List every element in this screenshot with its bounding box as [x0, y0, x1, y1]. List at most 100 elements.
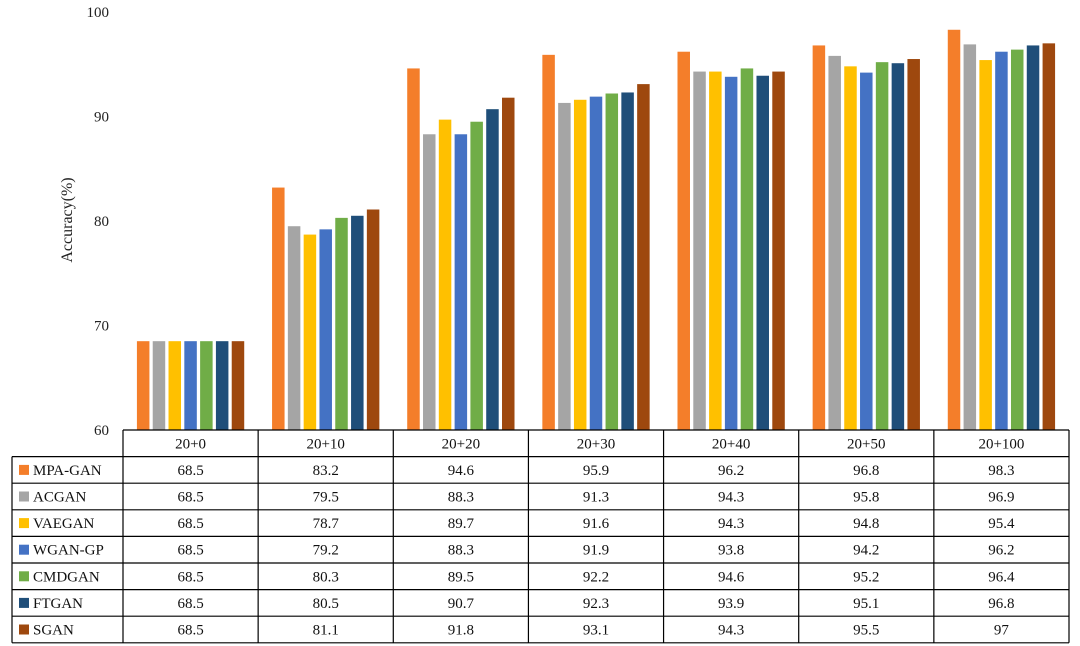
- bar: [407, 68, 420, 431]
- data-cell: 91.9: [583, 543, 609, 559]
- bar: [272, 187, 285, 430]
- data-cell: 95.4: [988, 516, 1015, 532]
- bar: [637, 84, 650, 431]
- bar: [335, 217, 348, 430]
- data-cell: 80.5: [313, 596, 339, 612]
- data-cell: 88.3: [448, 490, 474, 506]
- data-cell: 91.3: [583, 490, 609, 506]
- y-tick-label: 70: [94, 319, 109, 335]
- data-cell: 91.8: [448, 623, 474, 639]
- y-axis-label: Accuracy(%): [59, 177, 76, 262]
- data-cell: 68.5: [177, 543, 203, 559]
- category-label: 20+50: [847, 436, 885, 452]
- data-cell: 94.2: [853, 543, 879, 559]
- data-cell: 79.2: [313, 543, 339, 559]
- data-cell: 81.1: [313, 623, 339, 639]
- bar: [542, 54, 555, 431]
- legend-swatch: [19, 491, 29, 502]
- data-cell: 96.4: [988, 569, 1015, 585]
- y-tick-label: 80: [94, 214, 109, 230]
- bar: [875, 62, 889, 430]
- data-cell: 94.6: [718, 569, 745, 585]
- bar: [200, 341, 213, 430]
- data-cell: 80.3: [313, 569, 339, 585]
- data-cell: 95.9: [583, 463, 609, 479]
- bar: [891, 63, 905, 431]
- legend-swatch: [19, 464, 29, 475]
- bar: [558, 102, 571, 431]
- legend-swatch: [19, 624, 29, 635]
- data-cell: 89.7: [448, 516, 475, 532]
- bar: [454, 134, 468, 430]
- data-cell: 94.6: [448, 463, 475, 479]
- data-table: 20+0 20+10 20+20 20+30 20+40 20+50 20+100 MPA-G…: [11, 429, 1070, 644]
- data-cell: 68.5: [177, 623, 203, 639]
- category-label: 20+0: [175, 436, 206, 452]
- legend-swatch: [19, 544, 29, 555]
- data-cell: 94.3: [718, 490, 744, 506]
- data-cell: 93.9: [718, 596, 744, 612]
- bar: [423, 134, 436, 430]
- legend-swatch: [19, 597, 29, 608]
- bar: [152, 341, 166, 430]
- bar: [709, 71, 722, 430]
- bars: [136, 29, 1056, 431]
- data-cell: 92.3: [583, 596, 609, 612]
- y-axis: 60 70 80 90 100: [87, 5, 110, 439]
- data-cell: 95.2: [853, 569, 879, 585]
- data-cell: 94.8: [853, 516, 879, 532]
- bar: [724, 76, 738, 430]
- series-name: WGAN-GP: [33, 543, 104, 559]
- bar: [303, 234, 317, 430]
- data-cell: 68.5: [177, 490, 203, 506]
- bar: [772, 71, 785, 430]
- bar: [366, 209, 380, 430]
- bar: [828, 55, 841, 430]
- data-cell: 93.1: [583, 623, 609, 639]
- y-tick-label: 60: [94, 423, 109, 439]
- bar: [136, 341, 150, 430]
- bar: [844, 66, 857, 430]
- data-cell: 68.5: [177, 463, 203, 479]
- data-cell: 79.5: [313, 490, 339, 506]
- category-label: 20+100: [978, 436, 1024, 452]
- data-cell: 96.2: [988, 543, 1014, 559]
- bar: [963, 44, 977, 430]
- bar: [907, 59, 920, 430]
- bar: [756, 75, 769, 431]
- category-label: 20+10: [306, 436, 344, 452]
- category-label: 20+30: [577, 436, 615, 452]
- bar: [470, 121, 483, 430]
- data-cell: 98.3: [988, 463, 1014, 479]
- data-cell: 91.6: [583, 516, 610, 532]
- data-cell: 68.5: [177, 596, 203, 612]
- bar: [231, 341, 245, 430]
- category-label: 20+20: [442, 436, 480, 452]
- legend-swatch: [19, 518, 29, 529]
- data-cell: 95.8: [853, 490, 879, 506]
- series-name: SGAN: [33, 623, 74, 639]
- bar: [1010, 49, 1024, 431]
- data-cell: 95.1: [853, 596, 879, 612]
- data-cell: 95.5: [853, 623, 879, 639]
- bar: [573, 99, 587, 430]
- y-tick-label: 90: [94, 110, 109, 126]
- data-cell: 96.8: [988, 596, 1014, 612]
- bar: [812, 45, 826, 430]
- bar: [740, 68, 754, 431]
- series-name: CMDGAN: [33, 569, 100, 585]
- bar: [319, 229, 332, 430]
- bar: [947, 29, 961, 431]
- bar: [979, 60, 992, 430]
- data-cell: 83.2: [313, 463, 339, 479]
- bar: [1042, 43, 1056, 430]
- data-cell: 96.9: [988, 490, 1014, 506]
- data-cell: 96.2: [718, 463, 744, 479]
- data-cell: 88.3: [448, 543, 474, 559]
- bar: [693, 71, 706, 430]
- series-name: VAEGAN: [33, 516, 95, 532]
- data-cell: 93.8: [718, 543, 744, 559]
- data-cell: 78.7: [313, 516, 340, 532]
- data-cell: 90.7: [448, 596, 475, 612]
- series-name: MPA-GAN: [33, 463, 102, 479]
